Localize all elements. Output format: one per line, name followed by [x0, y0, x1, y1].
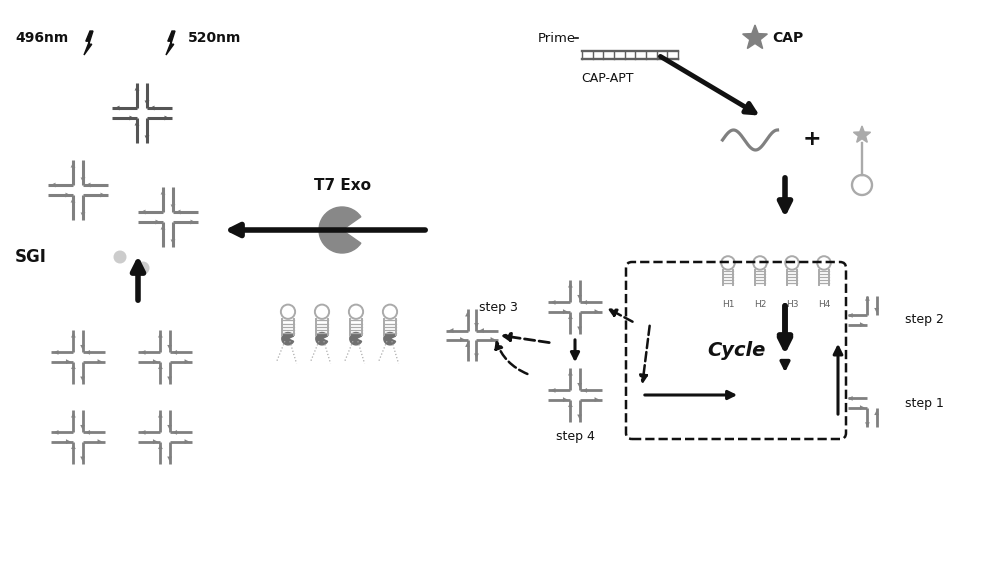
Polygon shape: [84, 31, 93, 55]
Text: H2: H2: [754, 300, 766, 309]
Text: H4: H4: [818, 300, 830, 309]
Text: SGI: SGI: [15, 248, 47, 266]
Text: CAP: CAP: [772, 31, 803, 45]
Wedge shape: [350, 332, 362, 345]
Text: Cycle: Cycle: [707, 340, 765, 360]
Circle shape: [114, 251, 126, 263]
Text: 496nm: 496nm: [15, 31, 68, 45]
Text: step 3: step 3: [479, 301, 518, 314]
Text: H1: H1: [722, 300, 734, 309]
Wedge shape: [319, 207, 361, 253]
Circle shape: [137, 262, 149, 274]
Text: Prime: Prime: [538, 32, 576, 44]
Wedge shape: [384, 332, 396, 345]
Text: step 4: step 4: [556, 430, 594, 443]
Text: T7 Exo: T7 Exo: [314, 177, 370, 192]
Text: step 2: step 2: [905, 314, 944, 326]
Text: H3: H3: [786, 300, 798, 309]
Text: +: +: [803, 129, 821, 149]
Text: step 1: step 1: [905, 397, 944, 410]
Polygon shape: [853, 126, 871, 142]
Text: CAP-APT: CAP-APT: [582, 71, 634, 84]
Text: 520nm: 520nm: [188, 31, 241, 45]
Wedge shape: [282, 332, 294, 345]
Polygon shape: [166, 31, 175, 55]
Wedge shape: [316, 332, 328, 345]
Polygon shape: [743, 25, 767, 49]
